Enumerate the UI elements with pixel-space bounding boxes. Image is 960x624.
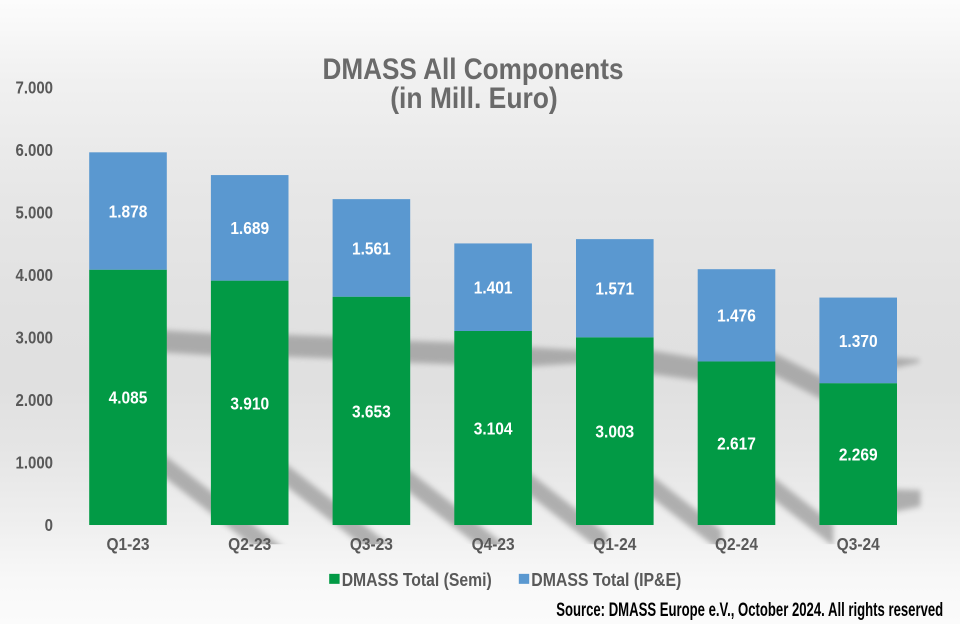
svg-text:5.000: 5.000: [16, 204, 53, 223]
svg-text:1.878: 1.878: [109, 201, 148, 221]
svg-text:Q1-23: Q1-23: [106, 534, 149, 554]
svg-text:7.000: 7.000: [16, 79, 53, 98]
svg-text:DMASS Total (Semi): DMASS Total (Semi): [342, 569, 492, 590]
svg-text:Q3-24: Q3-24: [837, 534, 881, 554]
svg-text:DMASS All Components: DMASS All Components: [323, 52, 624, 85]
svg-text:Q4-23: Q4-23: [472, 534, 515, 554]
svg-text:DMASS Total (IP&E): DMASS Total (IP&E): [531, 569, 681, 590]
svg-text:1.401: 1.401: [474, 278, 513, 298]
svg-text:1.561: 1.561: [352, 238, 391, 258]
svg-text:Q3-23: Q3-23: [350, 534, 393, 554]
svg-text:3.910: 3.910: [230, 393, 269, 413]
svg-text:4.000: 4.000: [16, 266, 53, 285]
svg-text:0: 0: [45, 516, 53, 535]
svg-text:Q2-24: Q2-24: [715, 534, 759, 554]
svg-text:Source: DMASS Europe e.V., Oct: Source: DMASS Europe e.V., October 2024.…: [556, 599, 943, 620]
svg-text:1.689: 1.689: [230, 218, 269, 238]
svg-text:4.085: 4.085: [109, 388, 148, 408]
svg-text:3.653: 3.653: [352, 401, 391, 421]
svg-text:Q1-24: Q1-24: [593, 534, 637, 554]
svg-text:2.617: 2.617: [717, 434, 756, 454]
svg-text:6.000: 6.000: [16, 141, 53, 160]
svg-text:2.000: 2.000: [16, 391, 53, 410]
svg-text:1.370: 1.370: [839, 331, 878, 351]
svg-text:2.269: 2.269: [839, 444, 878, 464]
svg-text:1.000: 1.000: [16, 454, 53, 473]
svg-text:Q2-23: Q2-23: [228, 534, 271, 554]
svg-text:(in Mill. Euro): (in Mill. Euro): [390, 81, 558, 114]
svg-text:3.003: 3.003: [595, 422, 634, 442]
svg-text:1.571: 1.571: [595, 279, 634, 299]
svg-text:3.000: 3.000: [16, 329, 53, 348]
svg-text:3.104: 3.104: [474, 418, 513, 438]
svg-text:1.476: 1.476: [717, 306, 756, 326]
